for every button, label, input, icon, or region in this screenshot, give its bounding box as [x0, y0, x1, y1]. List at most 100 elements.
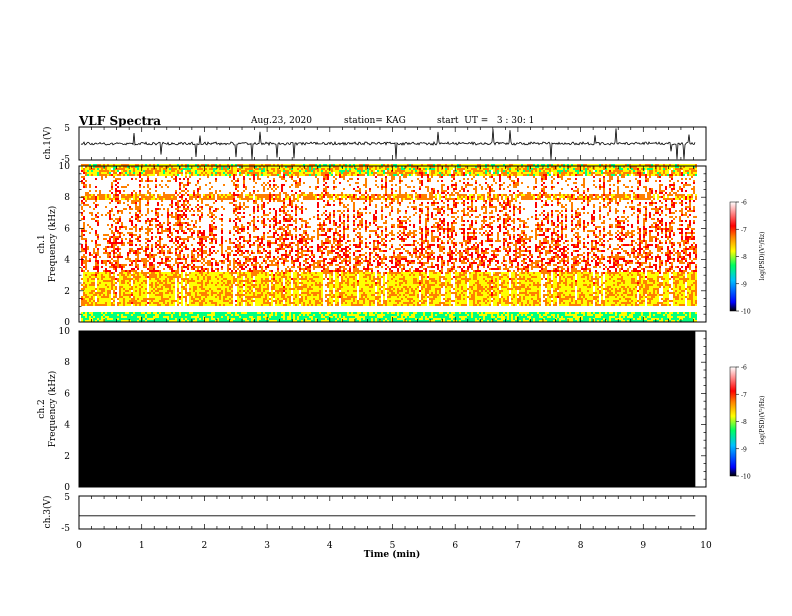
- spectrogram-cell: [243, 184, 245, 186]
- spectrogram-cell: [181, 276, 183, 278]
- spectrogram-cell: [125, 228, 127, 230]
- spectrogram-cell: [211, 270, 213, 272]
- spectrogram-cell: [223, 172, 225, 174]
- spectrogram-cell: [271, 318, 273, 320]
- spectrogram-cell: [237, 268, 239, 270]
- spectrogram-cell: [135, 228, 137, 230]
- spectrogram-cell: [181, 296, 183, 298]
- spectrogram-cell: [205, 272, 207, 274]
- spectrogram-cell: [97, 174, 99, 176]
- spectrogram-cell: [261, 290, 263, 292]
- spectrogram-cell: [283, 294, 285, 296]
- spectrogram-cell: [141, 300, 143, 302]
- spectrogram-cell: [157, 288, 159, 290]
- spectrogram-cell: [213, 274, 215, 276]
- spectrogram-cell: [135, 284, 137, 286]
- spectrogram-cell: [125, 312, 127, 314]
- spectrogram-cell: [257, 174, 259, 176]
- spectrogram-cell: [201, 316, 203, 318]
- spectrogram-cell: [93, 314, 95, 316]
- spectrogram-cell: [267, 182, 269, 184]
- spectrogram-cell: [87, 314, 89, 316]
- spectrogram-cell: [199, 266, 201, 268]
- spectrogram-cell: [139, 202, 141, 204]
- spectrogram-cell: [249, 260, 251, 262]
- spectrogram-cell: [91, 218, 93, 220]
- spectrogram-cell: [255, 200, 257, 202]
- spectrogram-cell: [169, 180, 171, 182]
- spectrogram-cell: [241, 236, 243, 238]
- spectrogram-cell: [235, 170, 237, 172]
- spectrogram-cell: [221, 302, 223, 304]
- spectrogram-cell: [283, 198, 285, 200]
- spectrogram-cell: [239, 318, 241, 320]
- spectrogram-cell: [123, 234, 125, 236]
- spectrogram-cell: [201, 170, 203, 172]
- spectrogram-cell: [261, 172, 263, 174]
- spectrogram-cell: [91, 170, 93, 172]
- spectrogram-cell: [143, 172, 145, 174]
- spectrogram-cell: [121, 280, 123, 282]
- spectrogram-cell: [143, 284, 145, 286]
- spectrogram-cell: [211, 264, 213, 266]
- spectrogram-cell: [261, 184, 263, 186]
- spectrogram-cell: [205, 304, 207, 306]
- spectrogram-cell: [207, 260, 209, 262]
- spectrogram-cell: [249, 290, 251, 292]
- spectrogram-cell: [127, 270, 129, 272]
- spectrogram-cell: [201, 290, 203, 292]
- spectrogram-cell: [221, 290, 223, 292]
- spectrogram-cell: [171, 304, 173, 306]
- spectrogram-cell: [83, 224, 85, 226]
- spectrogram-cell: [193, 224, 195, 226]
- spectrogram-cell: [261, 200, 263, 202]
- spectrogram-cell: [93, 266, 95, 268]
- spectrogram-cell: [249, 236, 251, 238]
- spectrogram-cell: [245, 168, 247, 170]
- spectrogram-cell: [125, 208, 127, 210]
- spectrogram-cell: [211, 292, 213, 294]
- spectrogram-cell: [155, 184, 157, 186]
- spectrogram-cell: [95, 206, 97, 208]
- spectrogram-cell: [209, 168, 211, 170]
- spectrogram-cell: [95, 174, 97, 176]
- spectrogram-cell: [269, 226, 271, 228]
- spectrogram-cell: [167, 172, 169, 174]
- spectrogram-cell: [169, 268, 171, 270]
- spectrogram-cell: [285, 174, 287, 176]
- spectrogram-cell: [87, 198, 89, 200]
- spectrogram-cell: [107, 276, 109, 278]
- spectrogram-cell: [241, 280, 243, 282]
- spectrogram-cell: [253, 284, 255, 286]
- spectrogram-cell: [245, 266, 247, 268]
- spectrogram-cell: [179, 170, 181, 172]
- spectrogram-cell: [277, 186, 279, 188]
- spectrogram-cell: [149, 194, 151, 196]
- spectrogram-cell: [177, 222, 179, 224]
- spectrogram-cell: [181, 312, 183, 314]
- spectrogram-cell: [233, 282, 235, 284]
- spectrogram-cell: [217, 290, 219, 292]
- spectrogram-cell: [147, 220, 149, 222]
- spectrogram-cell: [281, 278, 283, 280]
- spectrogram-cell: [167, 290, 169, 292]
- spectrogram-cell: [291, 216, 293, 218]
- spectrogram-cell: [265, 278, 267, 280]
- spectrogram-cell: [247, 316, 249, 318]
- spectrogram-cell: [251, 278, 253, 280]
- spectrogram-cell: [139, 288, 141, 290]
- spectrogram-cell: [153, 284, 155, 286]
- spectrogram-cell: [167, 260, 169, 262]
- spectrogram-cell: [253, 316, 255, 318]
- spectrogram-cell: [203, 236, 205, 238]
- spectrogram-cell: [201, 292, 203, 294]
- spectrogram-cell: [89, 186, 91, 188]
- spectrogram-cell: [197, 286, 199, 288]
- spectrogram-cell: [265, 296, 267, 298]
- spectrogram-cell: [111, 170, 113, 172]
- spectrogram-cell: [157, 172, 159, 174]
- spectrogram-cell: [225, 240, 227, 242]
- spectrogram-cell: [127, 232, 129, 234]
- spectrogram-cell: [265, 254, 267, 256]
- spectrogram-cell: [139, 228, 141, 230]
